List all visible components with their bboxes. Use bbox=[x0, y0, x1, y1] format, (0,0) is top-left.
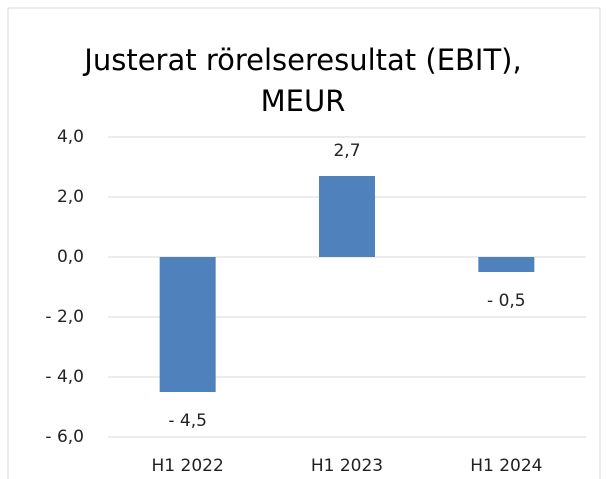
bar bbox=[159, 257, 216, 392]
bar bbox=[478, 257, 535, 272]
y-tick-label: - 4,0 bbox=[45, 367, 84, 387]
y-tick-label: 2,0 bbox=[57, 187, 84, 207]
data-label: 2,7 bbox=[333, 141, 360, 161]
chart-border bbox=[7, 7, 601, 479]
x-tick-label: H1 2022 bbox=[152, 456, 224, 476]
x-tick-label: H1 2023 bbox=[311, 456, 383, 476]
y-tick-label: - 6,0 bbox=[45, 427, 84, 447]
y-tick-label: 4,0 bbox=[57, 127, 84, 147]
x-tick-label: H1 2024 bbox=[470, 456, 542, 476]
chart-title: Justerat rörelseresultat (EBIT), MEUR bbox=[84, 43, 522, 118]
data-label: - 0,5 bbox=[487, 291, 526, 311]
y-tick-label: 0,0 bbox=[57, 247, 84, 267]
bar bbox=[319, 176, 375, 257]
data-label: - 4,5 bbox=[168, 411, 207, 431]
y-tick-label: - 2,0 bbox=[45, 307, 84, 327]
